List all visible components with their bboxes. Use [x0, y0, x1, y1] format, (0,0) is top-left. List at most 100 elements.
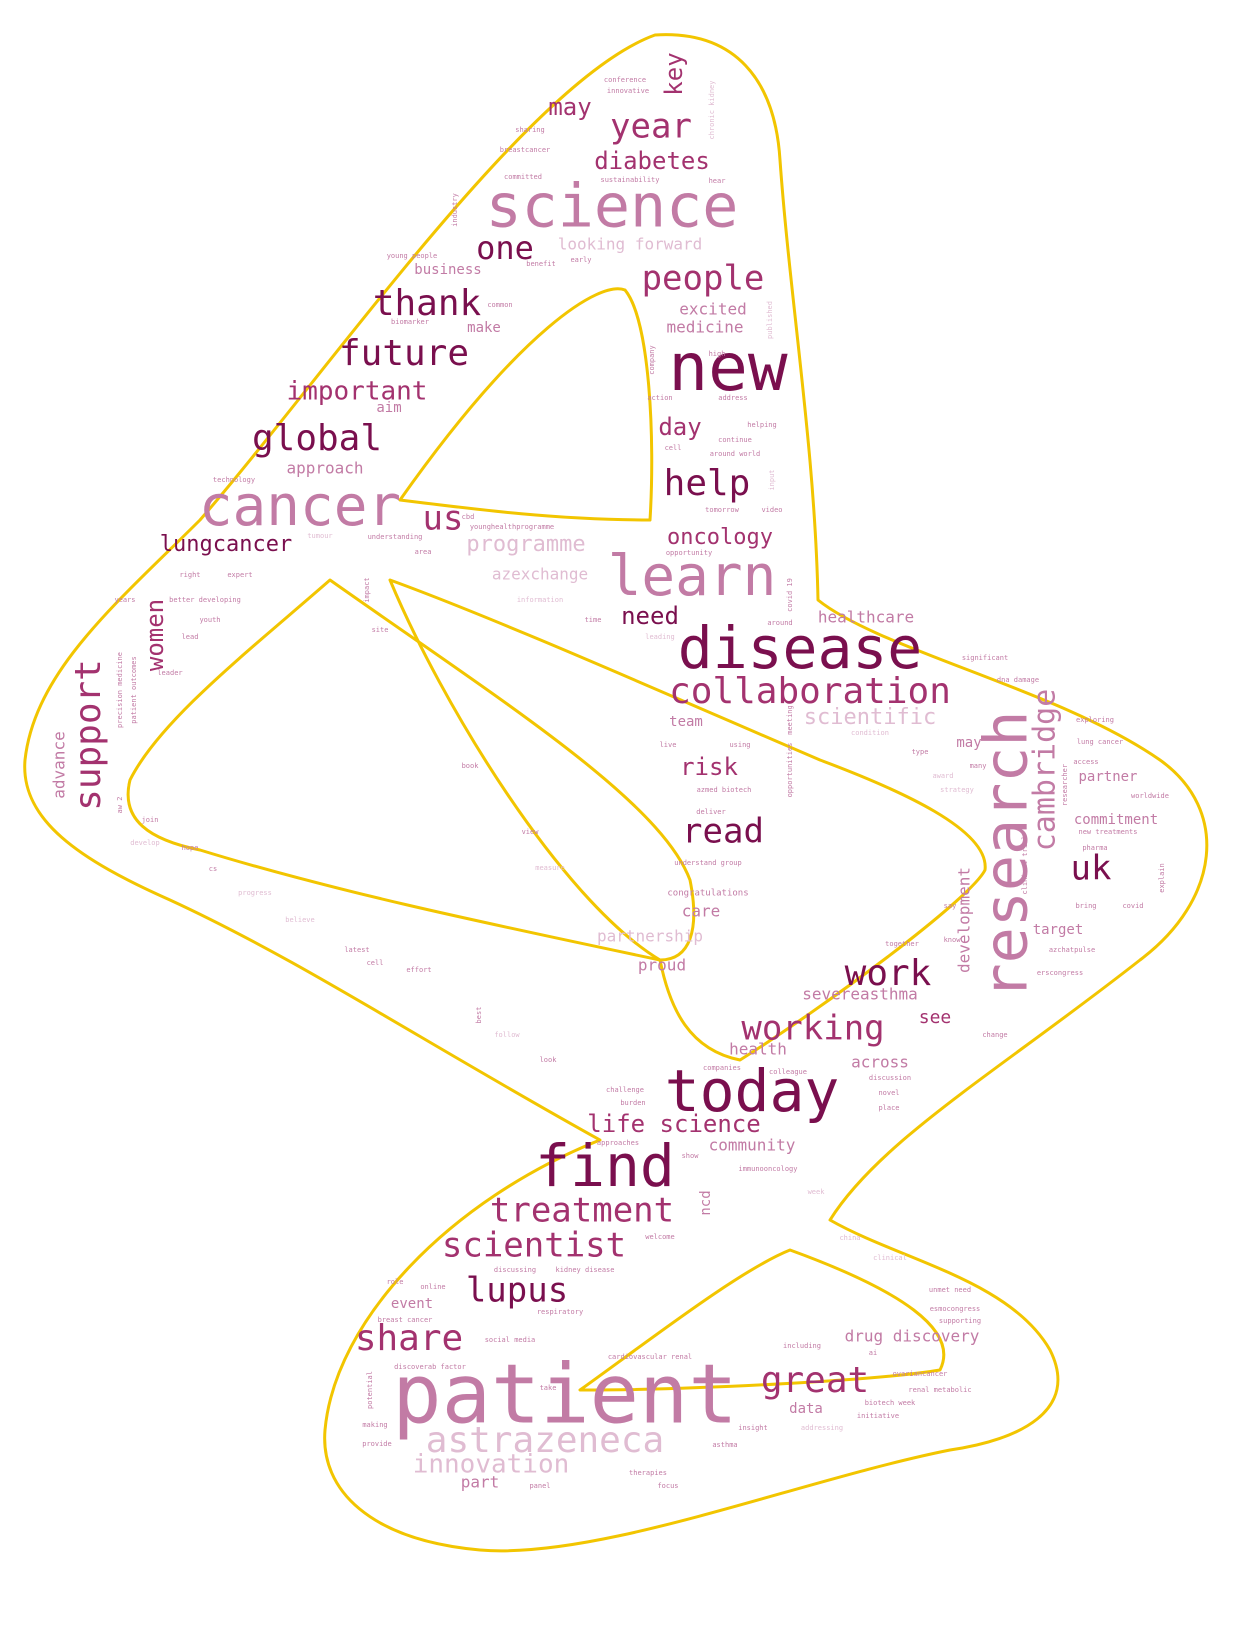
cloud-word-development: development [955, 867, 974, 973]
cloud-word-partner: partner [1078, 769, 1137, 785]
cloud-word-tumour: tumour [307, 532, 332, 540]
cloud-word-congratulations: congratulations [667, 889, 748, 899]
cloud-word-new-treatments: new treatments [1078, 828, 1137, 836]
cloud-word-disease: disease [678, 614, 922, 682]
cloud-word-around-world: around world [710, 450, 761, 458]
cloud-word-covid19: covid 19 [786, 578, 794, 612]
cloud-word-insight: insight [738, 1424, 768, 1432]
cloud-word-provide: provide [362, 1440, 392, 1448]
cloud-word-dna-damage: dna damage [997, 676, 1039, 684]
cloud-word-programme: programme [466, 532, 585, 557]
cloud-word-looking-forward: looking forward [558, 235, 703, 254]
cloud-word-hope: hope [182, 844, 199, 852]
cloud-word-years: years [114, 596, 135, 604]
cloud-word-year: year [610, 107, 692, 147]
cloud-word-event: event [391, 1296, 433, 1312]
cloud-word-follow: follow [494, 1031, 520, 1039]
cloud-word-azmed-biotech: azmed biotech [697, 786, 752, 794]
cloud-word-target: target [1033, 922, 1084, 938]
cloud-word-great: great [761, 1360, 869, 1401]
cloud-word-lupus: lupus [466, 1271, 568, 1311]
cloud-word-day: day [658, 413, 701, 441]
cloud-word-need: need [621, 602, 679, 630]
cloud-word-biomarker: biomarker [391, 318, 429, 326]
cloud-word-understand-group: understand group [674, 859, 741, 867]
cloud-word-see: see [919, 1007, 952, 1028]
cloud-word-today: today [665, 1057, 840, 1125]
cloud-word-commitment: commitment [1074, 812, 1158, 828]
cloud-word-many: many [970, 762, 987, 770]
cloud-word-people: people [642, 259, 765, 299]
cloud-word-information: information [517, 596, 563, 604]
cloud-word-around: around [767, 619, 792, 627]
cloud-word-common: common [487, 301, 512, 309]
cloud-word-take: take [540, 1384, 557, 1392]
cloud-word-week: week [808, 1188, 826, 1196]
cloud-word-high: high [709, 350, 726, 358]
cloud-word-learn: learn [608, 544, 777, 609]
cloud-word-collaboration: collaboration [669, 671, 951, 712]
cloud-word-burden: burden [620, 1099, 645, 1107]
cloud-word-across: across [851, 1053, 909, 1072]
cloud-word-ai: ai [869, 1349, 877, 1357]
cloud-word-lead: lead [182, 633, 199, 641]
cloud-word-discoverab-factor: discoverab factor [394, 1363, 466, 1371]
cloud-word-data: data [789, 1401, 823, 1417]
cloud-word-part: part [461, 1473, 500, 1492]
cloud-word-esmocongress: esmocongress [930, 1305, 981, 1313]
cloud-word-thank: thank [373, 283, 482, 324]
cloud-word-cs: cs [209, 865, 217, 873]
cloud-word-pharma: pharma [1082, 844, 1107, 852]
cloud-word-help: help [664, 463, 751, 504]
cloud-word-social-media: social media [485, 1336, 536, 1344]
cloud-word-show: show [682, 1152, 700, 1160]
cloud-word-health: health [729, 1040, 787, 1059]
cloud-word-companies: companies [703, 1064, 741, 1072]
cloud-word-medicine: medicine [666, 318, 743, 337]
cloud-word-cell2: cell [367, 959, 384, 967]
cloud-word-view: view [522, 828, 540, 836]
cloud-word-sustainability: sustainability [600, 176, 659, 184]
cloud-word-younghealthprogramme: younghealthprogramme [470, 523, 554, 531]
cloud-word-cancer: cancer [199, 474, 401, 539]
cloud-word-expert: expert [227, 571, 252, 579]
cloud-word-lung-cancer: lung cancer [1077, 738, 1123, 746]
cloud-word-including: including [783, 1342, 821, 1350]
cloud-word-researcher: researcher [1061, 764, 1069, 806]
cloud-word-deliver: deliver [696, 808, 726, 816]
cloud-word-team: team [669, 714, 703, 730]
cloud-word-ovariancancer: ovariancancer [893, 1370, 948, 1378]
cloud-word-look: look [540, 1056, 558, 1064]
cloud-word-scientific: scientific [804, 705, 936, 730]
cloud-word-excited: excited [679, 300, 746, 319]
cloud-word-global: global [252, 418, 382, 459]
cloud-word-online: online [420, 1283, 445, 1291]
cloud-word-respiratory: respiratory [537, 1308, 583, 1316]
cloud-word-business: business [414, 262, 481, 278]
cloud-word-site: site [372, 626, 389, 634]
cloud-word-drug-discovery: drug discovery [845, 1327, 980, 1346]
cloud-word-join: join [142, 816, 159, 824]
cloud-word-diabetes: diabetes [594, 147, 710, 175]
cloud-word-proud: proud [638, 956, 686, 975]
cloud-word-strategy: strategy [940, 786, 974, 794]
cloud-word-innovative: innovative [607, 87, 649, 95]
cloud-word-make: make [467, 320, 501, 336]
cloud-word-action: action [647, 394, 672, 402]
cloud-word-innovation: innovation [413, 1450, 570, 1480]
cloud-word-welcome: welcome [645, 1233, 675, 1241]
cloud-word-risk: risk [680, 753, 738, 781]
cloud-word-industry: industry [451, 193, 459, 227]
cloud-word-community: community [709, 1136, 796, 1155]
cloud-word-latest: latest [344, 946, 369, 954]
cloud-word-may2: may [956, 735, 981, 751]
cloud-word-company: company [648, 345, 656, 375]
cloud-word-exploring: exploring [1076, 716, 1114, 724]
cloud-word-women: women [141, 599, 169, 671]
cloud-word-renal-metabolic: renal metabolic [908, 1386, 971, 1394]
cloud-word-lungcancer: lungcancer [160, 532, 292, 557]
cloud-word-future: future [339, 333, 469, 374]
cloud-word-using: using [729, 741, 750, 749]
cloud-word-supporting: supporting [939, 1317, 981, 1325]
